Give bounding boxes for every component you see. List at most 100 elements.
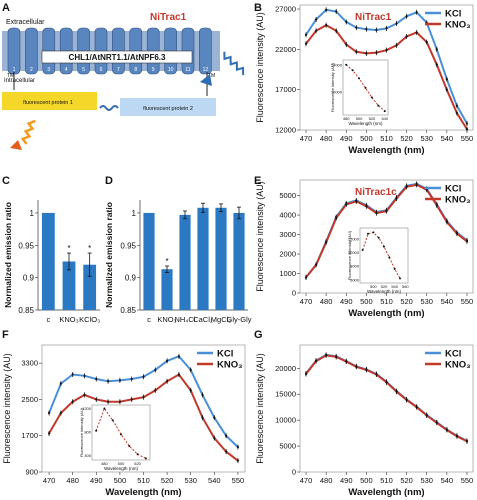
inset-x-tick-label: 480	[343, 116, 350, 121]
data-point	[435, 63, 438, 66]
data-point	[166, 380, 169, 383]
inset-point	[383, 110, 386, 113]
inset-point	[393, 267, 396, 270]
data-point	[130, 377, 133, 381]
category-label: CaCl₂	[193, 315, 213, 324]
data-point	[201, 416, 204, 419]
data-point	[106, 400, 110, 403]
x-tick-label: 480	[320, 297, 333, 306]
data-point	[345, 20, 348, 24]
y-tick-label: 2000	[279, 250, 296, 259]
x-tick-label: 510	[137, 476, 150, 485]
data-point	[375, 212, 378, 215]
x-tick-label: 470	[300, 476, 313, 485]
inset-y-tick-label: 800	[84, 429, 91, 434]
data-point	[445, 428, 448, 432]
tm-helix-number: 9	[152, 67, 155, 73]
tm-label-right: TM	[208, 73, 215, 79]
data-point	[465, 122, 469, 125]
data-point	[385, 381, 388, 384]
inset-y-tick-label: 6000	[350, 277, 360, 282]
y-tick-label: 1	[30, 209, 35, 218]
y-tick-label: 0.85	[18, 306, 34, 315]
inset-y-tick-label: 400	[84, 453, 91, 458]
legend-label: KNO₃	[445, 20, 471, 31]
data-point	[71, 400, 74, 403]
bar-3	[197, 207, 209, 310]
legend-label: KCl	[217, 349, 233, 360]
data-point	[177, 373, 181, 376]
inset-point	[388, 256, 391, 259]
y-tick-label: 17000	[275, 85, 296, 94]
extracellular-label: Extracellular	[6, 19, 45, 26]
data-point	[465, 240, 469, 243]
data-point	[465, 440, 469, 443]
transporter-label-box	[41, 50, 193, 64]
y-axis-label: Fluorescence intensity (AU)	[2, 353, 12, 464]
x-tick-label: 520	[161, 476, 174, 485]
data-point	[213, 416, 216, 419]
inset-point	[383, 245, 385, 248]
y-tick-label: 15000	[275, 390, 296, 399]
y-tick-label: 2500	[21, 395, 38, 404]
x-tick-label: 510	[380, 134, 393, 143]
y-axis-label: Fluorescence intensity (AU)	[255, 181, 265, 292]
data-point	[415, 183, 418, 186]
data-point	[154, 368, 157, 372]
data-point	[455, 111, 459, 115]
data-point	[425, 40, 428, 44]
data-point	[455, 435, 459, 438]
x-tick-label: 510	[380, 297, 393, 306]
inset-point	[128, 445, 131, 448]
chart-d: 0.85 0.9 0.95 1 Normalized emission ratio c * K…	[104, 200, 252, 324]
fret-wave	[99, 105, 119, 111]
x-tick-label: 540	[208, 476, 221, 485]
y-tick-label: 0.95	[18, 241, 34, 250]
x-tick-label: 530	[420, 476, 433, 485]
data-point	[142, 375, 145, 378]
data-point	[415, 406, 418, 409]
data-point	[225, 450, 228, 453]
inset-x-tick-label: 520	[134, 461, 141, 466]
data-point	[47, 411, 51, 415]
inset-point	[377, 104, 380, 107]
data-point	[435, 421, 438, 424]
x-tick-label: 530	[420, 134, 433, 143]
data-point	[415, 31, 418, 34]
data-point	[335, 29, 338, 32]
inset-point	[370, 96, 373, 99]
x-tick-label: 500	[360, 476, 373, 485]
excitation-wave-icon	[200, 51, 245, 86]
data-point	[314, 29, 318, 32]
inset-y-label: Fluorescence intensity (AU)	[347, 230, 352, 280]
x-axis-label: Wavelength (nm)	[105, 487, 181, 498]
chart-g: 0 5000 10000 15000 20000 470 480 490 500 510 520 53…	[255, 344, 474, 498]
tm-label-left: TM	[7, 73, 14, 79]
x-tick-label: 520	[400, 134, 413, 143]
inset-x-tick-label: 500	[370, 284, 377, 289]
legend-label: KNO₃	[217, 360, 243, 371]
significance-asterisk: *	[165, 257, 168, 266]
data-point	[345, 43, 348, 46]
legend-label: KCl	[445, 349, 461, 360]
data-point	[435, 48, 438, 51]
inset-y-tick-label: 1200	[82, 406, 92, 411]
data-point	[375, 28, 378, 32]
data-point	[189, 368, 192, 372]
y-tick-label: 22000	[275, 45, 296, 54]
data-point	[395, 390, 398, 393]
data-point	[201, 393, 204, 396]
data-point	[83, 374, 86, 377]
x-tick-label: 550	[461, 134, 474, 143]
bar-0	[143, 212, 155, 310]
bar-1	[161, 269, 173, 310]
panel-letter-c: C	[2, 175, 10, 187]
inset-point	[372, 231, 375, 234]
inset-y-tick-label: 8000	[350, 264, 360, 269]
data-point	[435, 204, 438, 207]
data-point	[465, 128, 469, 131]
data-point	[355, 200, 358, 203]
tm-helix-number: 3	[47, 67, 50, 73]
